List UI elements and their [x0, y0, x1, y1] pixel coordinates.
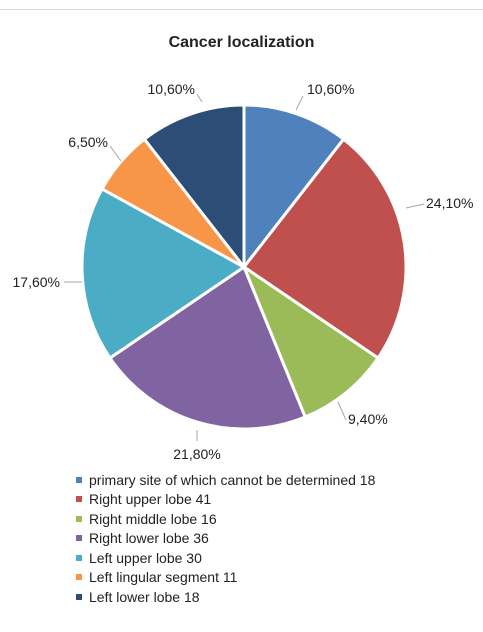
leader-line-1: [295, 95, 304, 111]
pie-slice-7: [142, 103, 246, 269]
data-label-5: 17,60%: [13, 274, 60, 290]
legend-item-3: Right middle lobe 16: [76, 509, 375, 529]
data-label-2: 24,10%: [426, 195, 473, 211]
legend-item-6: Left lingular segment 11: [76, 568, 375, 588]
legend-item-4: Right lower lobe 36: [76, 529, 375, 549]
legend-label: Right lower lobe 36: [89, 530, 209, 547]
data-label-1: 10,60%: [307, 81, 354, 97]
leader-line-6: [109, 145, 122, 162]
legend-item-5: Left upper lobe 30: [76, 548, 375, 568]
legend-swatch: [76, 515, 82, 522]
legend-swatch: [76, 554, 82, 561]
legend-item-2: Right upper lobe 41: [76, 490, 375, 510]
pie-slice-4: [108, 265, 307, 431]
legend-label: primary site of which cannot be determin…: [89, 471, 376, 488]
data-label-7: 10,60%: [148, 81, 195, 97]
pie-chart: 10,60% 24,10% 9,40% 21,80% 17,60% 6,50% 10,60%: [13, 81, 474, 462]
legend-swatch: [76, 593, 82, 600]
data-label-6: 6,50%: [68, 134, 108, 150]
chart-legend: primary site of which cannot be determin…: [76, 470, 375, 607]
chart-title: Cancer localization: [168, 34, 315, 51]
legend-swatch: [76, 476, 82, 483]
data-label-3: 9,40%: [348, 411, 388, 427]
legend-label: Left upper lobe 30: [89, 549, 202, 566]
legend-swatch: [76, 574, 82, 581]
leader-line-7: [196, 93, 203, 103]
pie-slice-5: [80, 187, 246, 360]
legend-label: Left lower lobe 18: [89, 588, 200, 605]
leader-line-2: [405, 203, 425, 209]
legend-label: Right middle lobe 16: [89, 510, 217, 527]
legend-swatch: [76, 496, 82, 503]
leader-line-3: [337, 401, 347, 421]
pie-slice-2: [242, 137, 408, 360]
legend-item-1: primary site of which cannot be determin…: [76, 470, 375, 490]
pie-slice-1: [242, 103, 346, 269]
legend-label: Left lingular segment 11: [89, 569, 238, 586]
pie-slice-3: [242, 265, 380, 419]
legend-label: Right upper lobe 41: [89, 491, 212, 508]
data-label-4: 21,80%: [173, 446, 220, 462]
top-divider: [0, 9, 483, 10]
legend-swatch: [76, 535, 82, 542]
legend-item-7: Left lower lobe 18: [76, 587, 375, 607]
